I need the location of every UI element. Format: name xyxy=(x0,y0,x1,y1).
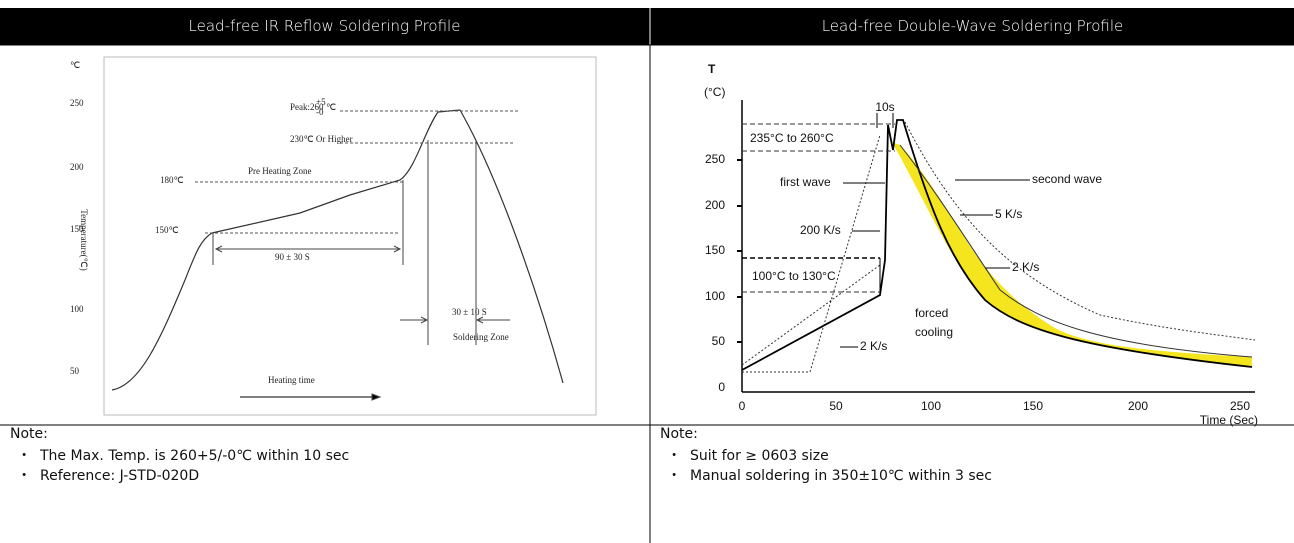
annotation: forced xyxy=(915,306,948,320)
note-title: Note: xyxy=(660,426,698,442)
annotation: 2 K/s xyxy=(860,339,887,353)
annotation: Peak:260 xyxy=(290,102,324,112)
annotation: 5 K/s xyxy=(995,207,1022,221)
y-tick-label: 100 xyxy=(70,304,84,314)
y-tick-label: 150 xyxy=(70,224,84,234)
annotation: Pre Heating Zone xyxy=(248,166,311,176)
annotation: cooling xyxy=(915,325,953,339)
note-title: Note: xyxy=(10,426,48,442)
table-borders xyxy=(0,8,1294,543)
y-tick-label: 100 xyxy=(705,289,725,303)
note-item: Manual soldering in 350±10℃ within 3 sec xyxy=(690,466,992,486)
annotation: 10s xyxy=(875,100,894,114)
note: Note: The Max. Temp. is 260+5/-0℃ within … xyxy=(10,426,349,486)
note-item: Suit for ≥ 0603 size xyxy=(690,446,992,466)
y-tick-label: 0 xyxy=(718,380,725,394)
unit-label: ℃ xyxy=(70,60,80,70)
annotation: 100°C to 130°C xyxy=(752,269,836,283)
annotation: 30 ± 10 S xyxy=(452,307,487,317)
reflow-figure xyxy=(103,56,597,416)
y-tick-label: 200 xyxy=(705,198,725,212)
x-tick-label: 250 xyxy=(1230,399,1250,413)
x-tick-label: 200 xyxy=(1128,399,1148,413)
annotation: Soldering Zone xyxy=(453,332,509,342)
annotation: 235°C to 260°C xyxy=(750,131,834,145)
x-tick-label: 0 xyxy=(739,399,746,413)
annotation: 180℃ xyxy=(160,175,184,185)
note-item: Reference: J-STD-020D xyxy=(40,466,349,486)
wave-figure xyxy=(737,100,1256,393)
y-tick-label: 50 xyxy=(70,366,80,376)
unit-label: (°C) xyxy=(704,85,725,99)
y-tick-label: 250 xyxy=(70,98,84,108)
y-tick-label: 250 xyxy=(705,152,725,166)
y-tick-label: 50 xyxy=(712,334,726,348)
header-cell: Lead-free IR Reflow Soldering Profile xyxy=(0,8,649,45)
annotation: 2 K/s xyxy=(1012,260,1039,274)
header-cell: Lead-free Double-Wave Soldering Profile xyxy=(651,8,1294,45)
note: Note: Suit for ≥ 0603 sizeManual solderin… xyxy=(660,426,992,486)
y-tick-label: 150 xyxy=(705,243,725,257)
annotation: 90 ± 30 S xyxy=(275,252,310,262)
axis-title: T xyxy=(708,62,716,76)
note-item: The Max. Temp. is 260+5/-0℃ within 10 se… xyxy=(40,446,349,466)
x-tick-label: 150 xyxy=(1023,399,1043,413)
x-tick-label: 100 xyxy=(921,399,941,413)
annotation: second wave xyxy=(1032,172,1102,186)
annotation: first wave xyxy=(780,175,831,189)
annotation: 200 K/s xyxy=(800,223,841,237)
annotation: -0 xyxy=(316,107,324,117)
annotation: Heating time xyxy=(268,375,315,385)
annotation: ℃ xyxy=(326,102,336,112)
annotation: +5 xyxy=(316,97,326,107)
y-axis-label: Temperature(℃) xyxy=(79,209,89,270)
annotation: 150℃ xyxy=(155,225,179,235)
annotation: 230℃ Or Higher xyxy=(290,134,353,144)
x-tick-label: 50 xyxy=(829,399,843,413)
y-tick-label: 200 xyxy=(70,162,84,172)
x-axis-label: Time (Sec) xyxy=(1200,413,1258,427)
